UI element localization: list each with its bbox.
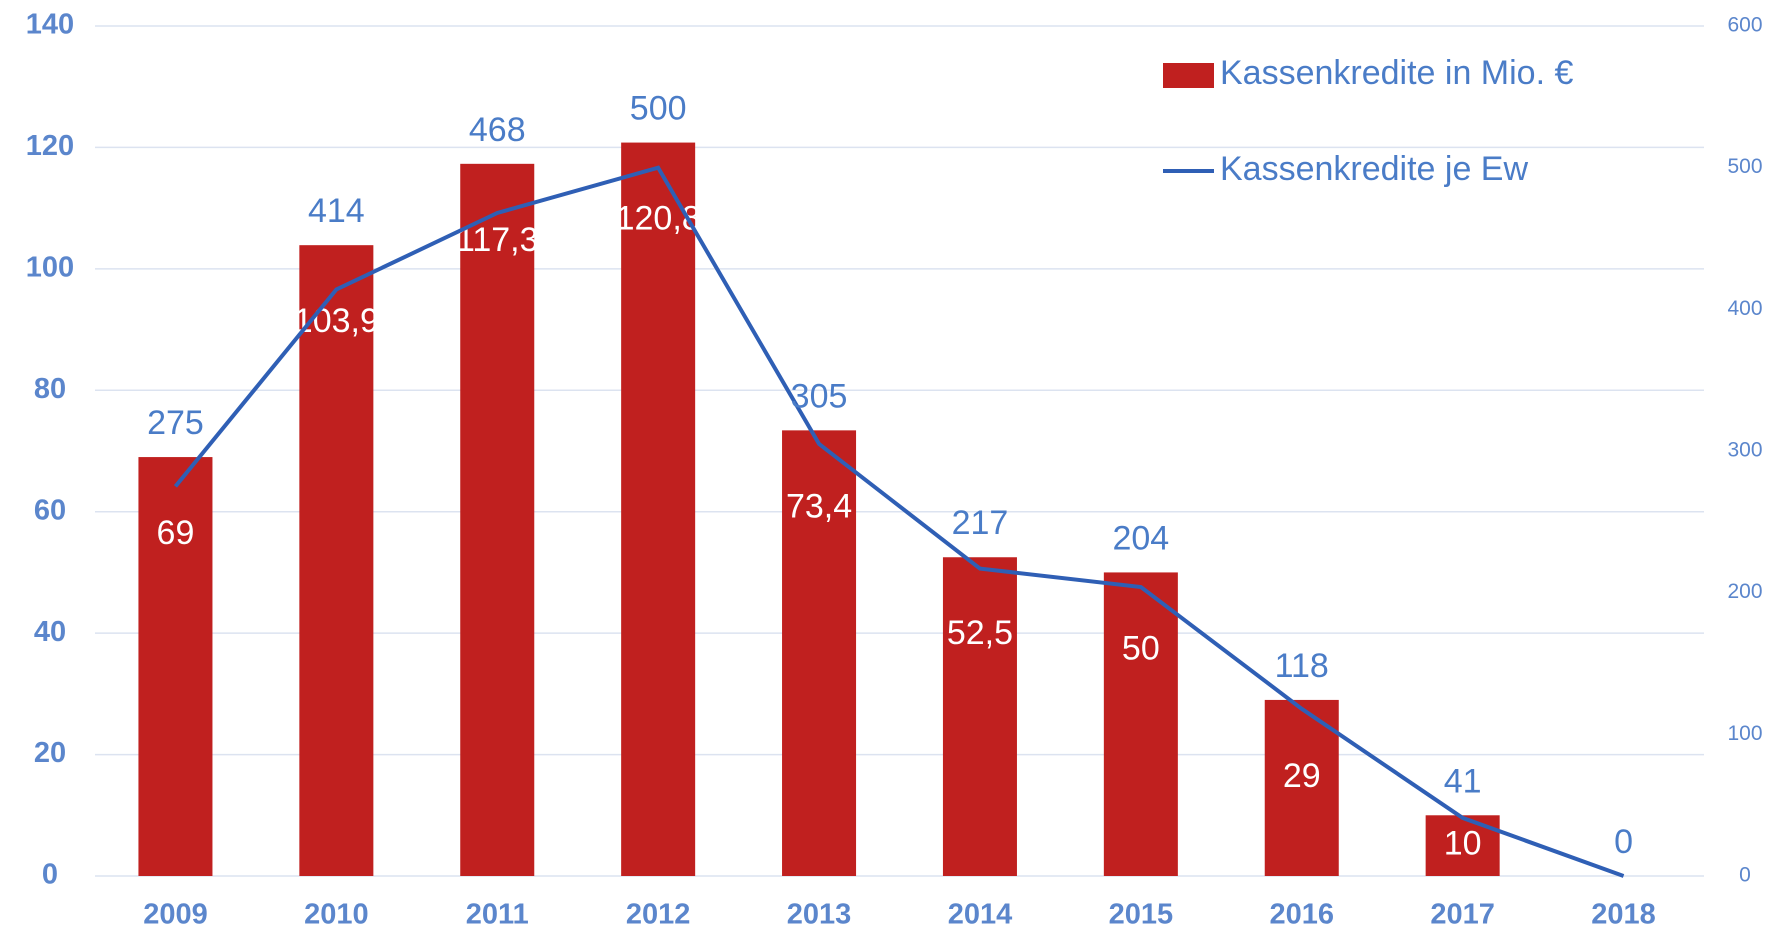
legend-swatch xyxy=(1163,63,1214,88)
y-tick-label: 140 xyxy=(26,9,74,41)
x-tick-label: 2014 xyxy=(948,899,1013,931)
bar xyxy=(782,430,857,876)
bar-value-label: 103,9 xyxy=(294,302,379,340)
y2-tick-label: 100 xyxy=(1727,722,1762,745)
line-value-label: 468 xyxy=(469,111,526,149)
x-tick-label: 2013 xyxy=(787,899,852,931)
bar xyxy=(299,245,374,876)
line-value-label: 0 xyxy=(1614,823,1633,861)
y2-tick-label: 400 xyxy=(1727,297,1762,320)
line-value-label: 414 xyxy=(308,192,365,230)
bar-value-label: 50 xyxy=(1122,629,1160,667)
line xyxy=(173,165,1625,878)
x-tick-label: 2012 xyxy=(626,899,691,931)
legend-label: Kassenkredite je Ew xyxy=(1220,150,1528,188)
bar-value-label: 10 xyxy=(1444,825,1482,863)
x-tick-label: 2018 xyxy=(1591,899,1656,931)
bar xyxy=(621,142,696,877)
x-tick-label: 2017 xyxy=(1430,899,1495,931)
y-tick-label: 120 xyxy=(26,130,74,162)
bar xyxy=(138,457,213,876)
line-value-label: 275 xyxy=(147,404,204,442)
bar-value-label: 52,5 xyxy=(947,614,1013,652)
line-value-label: 41 xyxy=(1444,762,1482,800)
x-tick-label: 2016 xyxy=(1269,899,1334,931)
y2-tick-label: 500 xyxy=(1727,155,1762,178)
y2-tick-label: 300 xyxy=(1727,439,1762,462)
x-tick-label: 2009 xyxy=(143,899,208,931)
legend-label: Kassenkredite in Mio. € xyxy=(1220,54,1573,92)
x-tick-label: 2015 xyxy=(1109,899,1174,931)
bar xyxy=(1264,699,1339,876)
bar-value-label: 29 xyxy=(1283,757,1321,795)
y-tick-label: 20 xyxy=(34,737,66,769)
y2-tick-label: 600 xyxy=(1727,14,1762,37)
bar xyxy=(460,163,535,877)
y-tick-label: 60 xyxy=(34,494,66,526)
y-tick-label: 100 xyxy=(26,252,74,284)
bar xyxy=(1103,572,1178,876)
line-value-label: 204 xyxy=(1112,519,1169,557)
y-tick-label: 80 xyxy=(34,373,66,405)
y-tick-label: 40 xyxy=(34,616,66,648)
bar-value-label: 69 xyxy=(157,514,195,552)
bar-value-label: 73,4 xyxy=(786,487,852,525)
x-tick-label: 2011 xyxy=(466,899,529,931)
bar xyxy=(942,557,1017,876)
line-value-label: 305 xyxy=(791,377,848,415)
line-value-label: 217 xyxy=(952,504,1009,542)
line-value-label: 500 xyxy=(630,90,687,128)
y2-tick-label: 200 xyxy=(1727,580,1762,603)
line-value-label: 118 xyxy=(1275,647,1329,685)
y-tick-label: 0 xyxy=(42,859,58,891)
y2-tick-label: 0 xyxy=(1739,864,1751,887)
x-tick-label: 2010 xyxy=(304,899,369,931)
